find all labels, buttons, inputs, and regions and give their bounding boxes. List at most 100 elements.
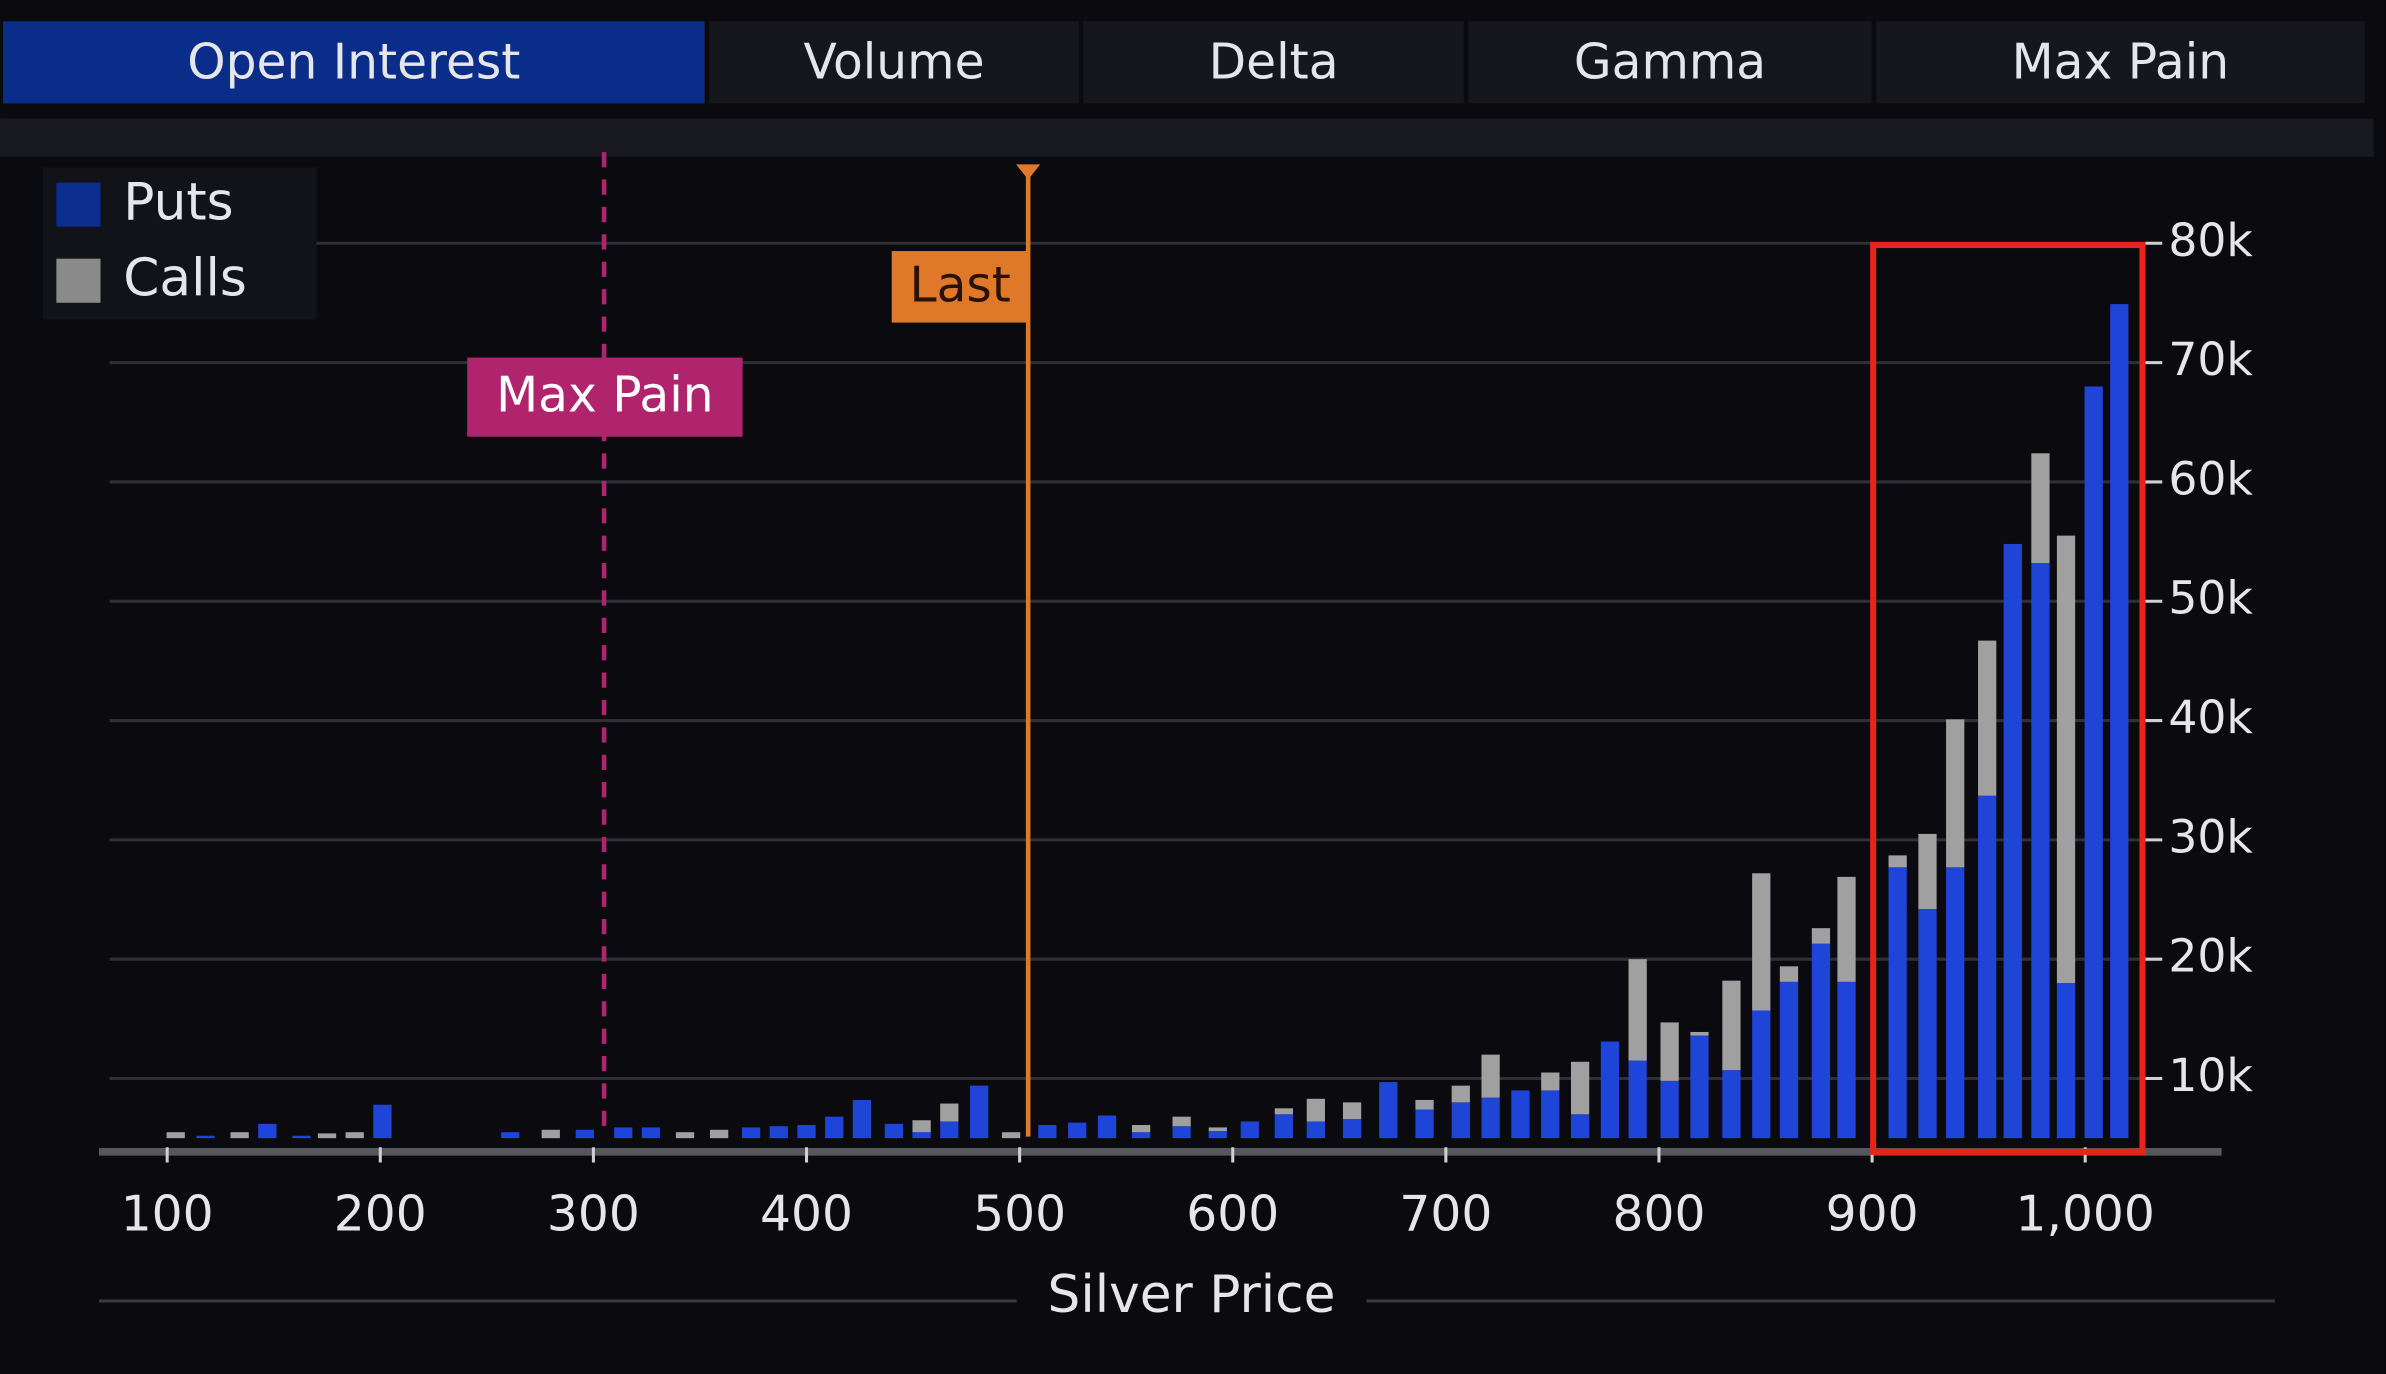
tab-label[interactable]: Delta: [1209, 34, 1339, 90]
bar-segment: [2084, 386, 2103, 1139]
tab[interactable]: [3, 21, 705, 104]
bar-segment: [710, 1129, 729, 1139]
bar-segment: [1600, 1041, 1620, 1139]
bar-segment: [2003, 543, 2022, 1139]
bar-segment: [1131, 1125, 1151, 1133]
bar-segment: [196, 1135, 215, 1139]
bar-segment: [1628, 1060, 1647, 1139]
bar-segment: [1306, 1121, 1325, 1139]
bar-segment: [1752, 873, 1771, 1011]
tab[interactable]: [1876, 21, 2365, 104]
bar-segment: [1946, 719, 1965, 868]
bar-segment: [1570, 1114, 1590, 1139]
x-tick-label: 800: [1613, 1186, 1706, 1242]
bar-segment: [1131, 1132, 1151, 1139]
bar-segment: [1511, 1090, 1530, 1139]
bar-segment: [1342, 1102, 1362, 1120]
bar-segment: [1918, 833, 1937, 910]
bar-segment: [1779, 981, 1799, 1139]
bar-segment: [1240, 1121, 1259, 1139]
tab-label[interactable]: Volume: [803, 34, 984, 90]
tab[interactable]: [709, 21, 1079, 104]
bar-segment: [1888, 867, 1907, 1139]
bar-segment: [912, 1132, 931, 1139]
bar-segment: [1451, 1102, 1470, 1139]
bar-segment: [2110, 304, 2129, 1139]
bar-segment: [1001, 1132, 1021, 1139]
y-tick-label: 10k: [2168, 1049, 2253, 1102]
bar-segment: [1722, 980, 1741, 1071]
bar-segment: [2031, 563, 2050, 1139]
bar-segment: [1628, 959, 1647, 1061]
bar-segment: [2031, 453, 2050, 564]
bar-segment: [501, 1132, 520, 1139]
bar-segment: [1172, 1126, 1191, 1139]
bar-segment: [940, 1103, 959, 1122]
bar-segment: [317, 1133, 337, 1139]
bar-segment: [1038, 1125, 1057, 1139]
bar-segment: [373, 1104, 392, 1139]
bar-segment: [1837, 876, 1856, 982]
bar-segment: [1978, 795, 1997, 1139]
bar-segment: [230, 1132, 249, 1139]
legend-label: Puts: [123, 172, 233, 232]
bar-segment: [741, 1127, 761, 1139]
bar-segment: [1541, 1090, 1560, 1139]
bar-segment: [2056, 983, 2076, 1139]
bar-segment: [825, 1116, 844, 1139]
bar-segment: [912, 1120, 931, 1133]
bar-segment: [675, 1132, 695, 1139]
bar-segment: [1779, 966, 1799, 982]
bar-segment: [641, 1127, 661, 1139]
bar-segment: [1208, 1130, 1227, 1139]
bar-segment: [1978, 640, 1997, 796]
annotation-marker: [1015, 164, 1041, 180]
tab-label[interactable]: Open Interest: [187, 34, 520, 90]
bar-segment: [1811, 928, 1831, 944]
bar-segment: [1068, 1122, 1087, 1139]
tab-label[interactable]: Gamma: [1574, 34, 1766, 90]
x-tick-label: 600: [1186, 1186, 1279, 1242]
bar-segment: [1342, 1119, 1362, 1139]
bar-segment: [1752, 1010, 1771, 1139]
y-tick-label: 60k: [2168, 452, 2253, 505]
tab[interactable]: [1083, 21, 1464, 104]
tab[interactable]: [1468, 21, 1872, 104]
bar-segment: [1208, 1127, 1227, 1131]
x-tick-label: 200: [334, 1186, 427, 1242]
bar-segment: [1451, 1085, 1470, 1103]
bar-segment: [1379, 1082, 1398, 1139]
bar-segment: [614, 1127, 633, 1139]
tab-label[interactable]: Max Pain: [2012, 34, 2230, 90]
bar-segment: [2056, 535, 2076, 984]
x-axis-title: Silver Price: [1048, 1265, 1336, 1325]
bar-segment: [1811, 943, 1831, 1139]
bar-segment: [1481, 1054, 1500, 1098]
x-tick-label: 500: [973, 1186, 1066, 1242]
bar-segment: [541, 1129, 560, 1139]
bar-segment: [1570, 1061, 1590, 1115]
bar-segment: [1918, 909, 1937, 1139]
annotation-label: Max Pain: [496, 368, 714, 424]
annotation-box: [467, 357, 743, 437]
bar-segment: [1888, 855, 1907, 868]
bar-segment: [1946, 867, 1965, 1139]
x-tick-label: 100: [121, 1186, 214, 1242]
bar-segment: [1415, 1099, 1434, 1110]
toolbar-strip: [0, 118, 2374, 157]
x-tick-label: 400: [760, 1186, 853, 1242]
bar-segment: [797, 1125, 816, 1139]
bar-segment: [1722, 1070, 1741, 1139]
legend-label: Calls: [123, 248, 247, 308]
bar-segment: [1415, 1109, 1434, 1139]
bar-segment: [1660, 1080, 1679, 1139]
y-tick-label: 20k: [2168, 930, 2253, 983]
bar-segment: [1660, 1022, 1679, 1081]
bar-segment: [1690, 1035, 1709, 1139]
x-tick-label: 300: [547, 1186, 640, 1242]
bar-segment: [575, 1129, 595, 1139]
y-tick-label: 70k: [2168, 333, 2253, 386]
